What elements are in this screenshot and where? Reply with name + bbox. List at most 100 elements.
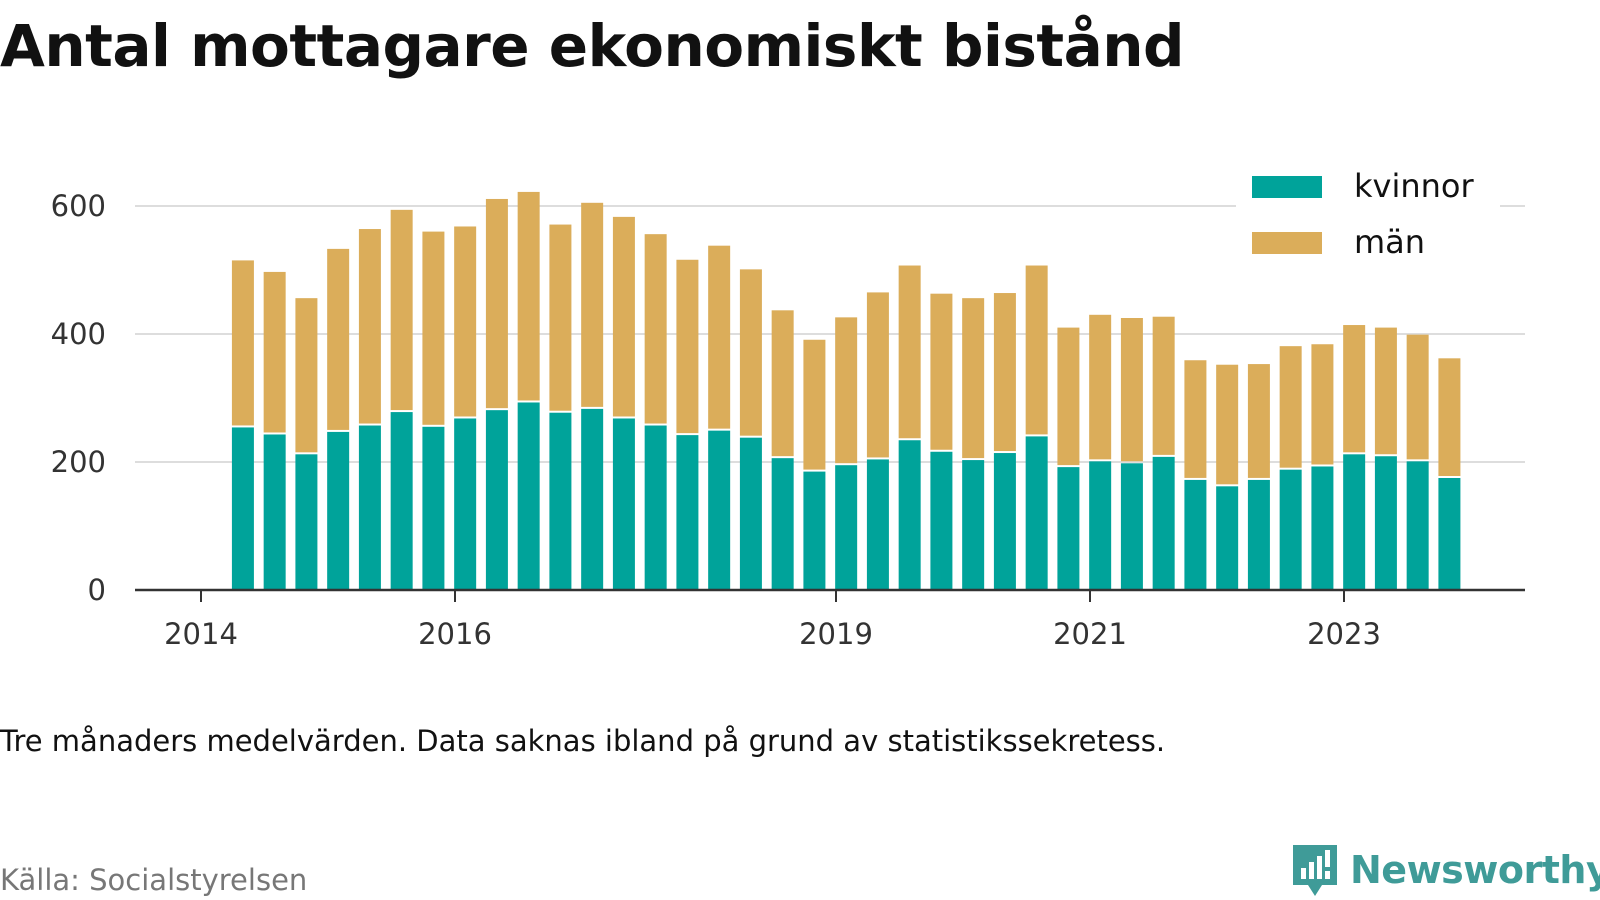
y-tick-label: 200 xyxy=(51,445,106,479)
y-tick-label: 0 xyxy=(88,573,106,607)
bar-man xyxy=(1406,334,1429,460)
bar-kvinnor xyxy=(1374,456,1397,590)
bar-kvinnor xyxy=(263,434,286,590)
bar-man xyxy=(1438,358,1461,476)
legend: kvinnor män xyxy=(1236,162,1500,272)
bar-kvinnor xyxy=(1311,466,1334,590)
y-tick-label: 400 xyxy=(51,317,106,351)
stacked-bar-chart: 0 200 400 600 2014 2016 2019 2021 2023 kvinnor mä… xyxy=(50,162,1525,651)
bar-kvinnor xyxy=(1057,467,1080,590)
bar-man xyxy=(771,310,794,457)
bar-kvinnor xyxy=(1089,461,1112,590)
bar-kvinnor xyxy=(676,435,699,590)
bar-man xyxy=(676,259,699,434)
bar-man xyxy=(835,317,858,464)
bar-man xyxy=(612,216,635,417)
bar-kvinnor xyxy=(549,412,572,590)
bar-man xyxy=(1374,327,1397,455)
bar-man xyxy=(898,265,921,439)
bar-kvinnor xyxy=(644,425,667,590)
chart-note: Tre månaders medelvärden. Data saknas ib… xyxy=(0,724,1166,758)
brand-name: Newsworthy xyxy=(1350,848,1600,892)
x-tick-label: 2016 xyxy=(418,617,492,651)
bar-kvinnor xyxy=(1184,479,1207,590)
y-tick-label: 600 xyxy=(51,189,106,223)
legend-swatch xyxy=(1252,176,1322,198)
legend-label: kvinnor xyxy=(1354,167,1475,205)
bar-kvinnor xyxy=(1152,456,1175,590)
bar-kvinnor xyxy=(327,431,350,590)
bar-man xyxy=(1025,265,1048,435)
bar-man xyxy=(231,260,254,426)
bar-kvinnor xyxy=(485,410,508,590)
bar-man xyxy=(1184,360,1207,478)
bar-kvinnor xyxy=(1343,454,1366,590)
bar-man xyxy=(327,248,350,430)
bar-man xyxy=(517,191,540,401)
bar-man xyxy=(1057,327,1080,466)
bar-kvinnor xyxy=(898,440,921,590)
bar-kvinnor xyxy=(358,425,381,590)
bar-man xyxy=(803,339,826,470)
legend-label: män xyxy=(1354,223,1425,261)
bar-kvinnor xyxy=(422,426,445,590)
bar-kvinnor xyxy=(803,471,826,590)
bar-kvinnor xyxy=(835,465,858,590)
bar-man xyxy=(930,293,953,450)
bar-man xyxy=(962,298,985,459)
bar-man xyxy=(422,231,445,425)
bar-kvinnor xyxy=(295,454,318,590)
bar-man xyxy=(1343,325,1366,453)
bar-kvinnor xyxy=(771,458,794,590)
bar-man xyxy=(1120,318,1143,462)
bar-kvinnor xyxy=(1120,463,1143,590)
bar-man xyxy=(866,292,889,458)
bar-kvinnor xyxy=(1406,461,1429,590)
bar-kvinnor xyxy=(930,451,953,590)
bar-man xyxy=(581,202,604,407)
x-tick-label: 2014 xyxy=(164,617,238,651)
bar-man xyxy=(454,226,477,417)
bar-man xyxy=(1216,364,1239,485)
bar-kvinnor xyxy=(1025,436,1048,590)
bar-man xyxy=(1279,346,1302,468)
bars xyxy=(231,191,1461,590)
bar-man xyxy=(1247,364,1270,478)
bar-kvinnor xyxy=(993,453,1016,590)
bar-kvinnor xyxy=(866,459,889,590)
bar-kvinnor xyxy=(962,460,985,590)
bar-man xyxy=(358,229,381,424)
bar-kvinnor xyxy=(454,418,477,590)
x-tick-label: 2023 xyxy=(1307,617,1381,651)
x-tick-label: 2021 xyxy=(1053,617,1127,651)
bar-man xyxy=(485,198,508,409)
bar-kvinnor xyxy=(708,430,731,590)
source-credit: Källa: Socialstyrelsen xyxy=(0,863,308,897)
brand-logo: Newsworthy xyxy=(1290,842,1600,898)
newsworthy-logo-icon xyxy=(1293,845,1337,896)
bar-man xyxy=(263,271,286,433)
chart-title: Antal mottagare ekonomiskt bistånd xyxy=(0,12,1185,80)
bar-man xyxy=(1152,316,1175,455)
bar-kvinnor xyxy=(1216,486,1239,590)
bar-kvinnor xyxy=(1438,478,1461,590)
bar-kvinnor xyxy=(390,412,413,590)
axes: 0 200 400 600 2014 2016 2019 2021 2023 xyxy=(51,189,1525,651)
bar-kvinnor xyxy=(1279,469,1302,590)
bar-kvinnor xyxy=(739,437,762,590)
bar-kvinnor xyxy=(612,418,635,590)
bar-man xyxy=(549,224,572,411)
bar-kvinnor xyxy=(581,408,604,590)
bar-man xyxy=(739,269,762,436)
bar-man xyxy=(708,245,731,429)
bar-man xyxy=(1311,344,1334,465)
bar-man xyxy=(993,293,1016,452)
bar-man xyxy=(295,298,318,453)
bar-man xyxy=(390,209,413,411)
bar-kvinnor xyxy=(517,402,540,590)
bar-kvinnor xyxy=(231,427,254,590)
bar-man xyxy=(1089,314,1112,460)
bar-kvinnor xyxy=(1247,479,1270,590)
legend-swatch xyxy=(1252,232,1322,254)
bar-man xyxy=(644,234,667,424)
